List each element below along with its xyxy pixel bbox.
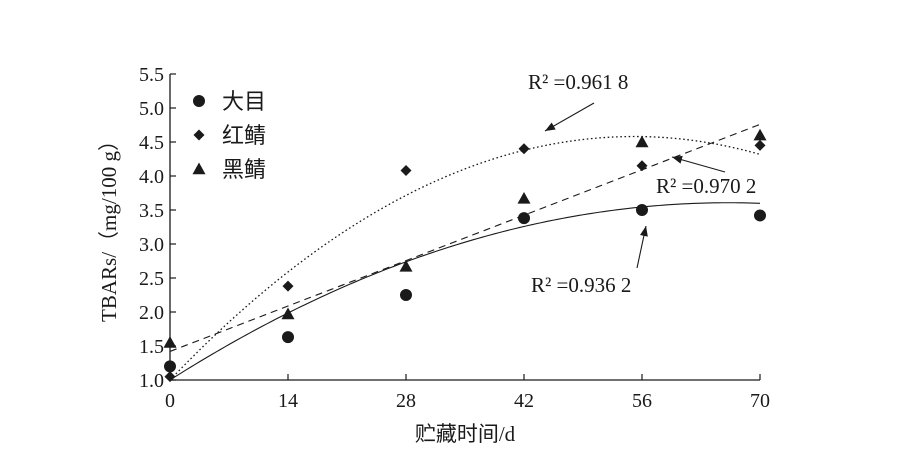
- r2-arrowhead: [545, 122, 556, 131]
- data-point: [400, 165, 412, 177]
- r2-arrowhead: [640, 226, 648, 237]
- r2-label: R² =0.961 8: [528, 70, 628, 94]
- y-tick-label: 2.5: [139, 268, 164, 290]
- legend-marker: [192, 162, 206, 175]
- r2-label: R² =0.936 2: [531, 273, 631, 297]
- y-tick-label: 1.5: [139, 336, 164, 358]
- data-point: [636, 160, 648, 172]
- r2-label: R² =0.970 2: [656, 174, 756, 198]
- x-tick-label: 42: [514, 390, 534, 412]
- data-point: [517, 191, 531, 204]
- y-tick-label: 3.5: [139, 200, 164, 222]
- x-tick-label: 56: [632, 390, 652, 412]
- data-point: [635, 135, 649, 148]
- trendline: [169, 135, 761, 381]
- data-point: [753, 128, 767, 141]
- y-axis-title: TBARs/（mg/100 g）: [97, 130, 121, 322]
- data-point: [164, 371, 176, 383]
- y-tick-label: 5.0: [139, 98, 164, 120]
- data-point: [282, 280, 294, 292]
- trendline: [169, 202, 761, 381]
- y-tick-label: 1.0: [139, 370, 164, 392]
- r2-arrowhead: [672, 155, 683, 164]
- data-point: [281, 307, 295, 320]
- y-tick-label: 2.0: [139, 302, 164, 324]
- data-point: [164, 360, 176, 373]
- legend-marker: [193, 95, 205, 107]
- x-tick-label: 28: [396, 390, 416, 412]
- x-tick-label: 0: [165, 390, 175, 412]
- legend-marker: [193, 129, 205, 141]
- y-tick-label: 4.5: [139, 132, 164, 154]
- data-points: [163, 128, 767, 383]
- legend-label: 大目: [222, 89, 266, 114]
- data-point: [163, 336, 177, 348]
- data-point: [518, 143, 530, 155]
- data-point: [282, 331, 294, 344]
- data-point: [518, 212, 530, 225]
- y-tick-label: 4.0: [139, 166, 164, 188]
- data-point: [754, 209, 766, 222]
- x-tick-label: 70: [750, 390, 770, 412]
- data-point: [636, 204, 648, 216]
- x-axis-title: 贮藏时间/d: [415, 422, 516, 446]
- legend-label: 红鲭: [222, 123, 266, 148]
- trendline: [169, 123, 761, 352]
- legend-label: 黑鲭: [222, 157, 266, 182]
- axes: [169, 74, 760, 381]
- data-point: [400, 289, 412, 301]
- y-tick-label: 5.5: [139, 64, 164, 86]
- y-tick-label: 3.0: [139, 234, 164, 256]
- trendlines: [169, 123, 761, 381]
- x-ticks: 0 14 28 42 56 70: [165, 374, 770, 412]
- r2-annotations: R² =0.936 2 R² =0.961 8 R² =0.970 2: [528, 70, 756, 297]
- data-point: [754, 139, 766, 151]
- x-tick-label: 14: [278, 390, 298, 412]
- y-ticks: 1.0 1.5 2.0 2.5 3.0 3.5 4.0 4.5 5.0 5.5: [139, 64, 176, 392]
- data-point: [399, 259, 413, 272]
